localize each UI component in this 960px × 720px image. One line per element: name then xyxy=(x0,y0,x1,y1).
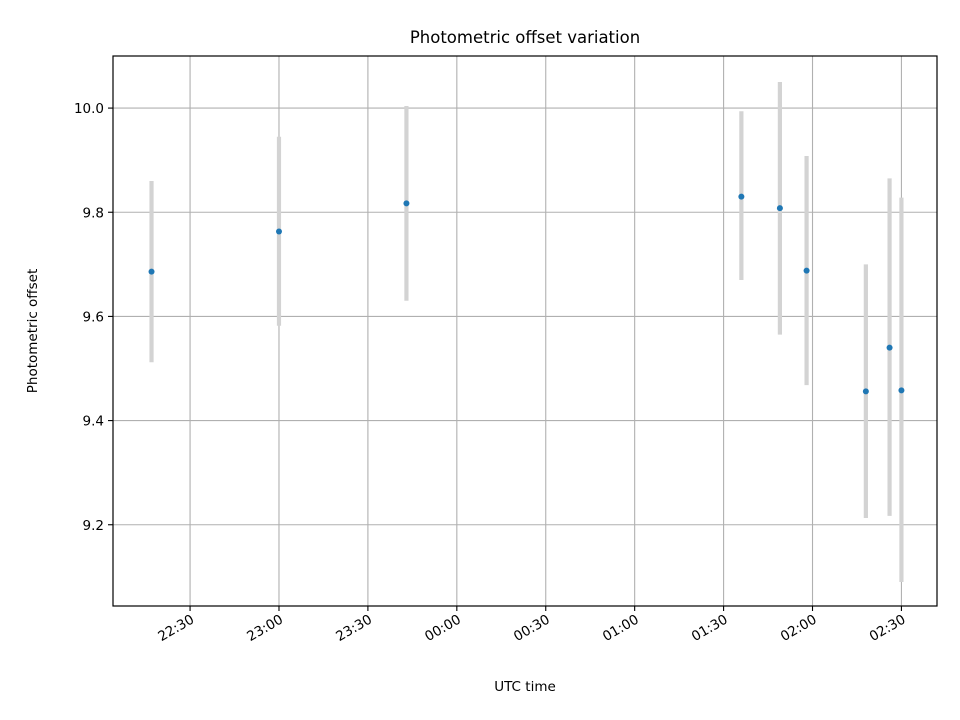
plot-frame xyxy=(112,55,938,607)
y-tick-label: 9.4 xyxy=(83,414,104,430)
x-tick-label: 00:30 xyxy=(511,612,553,645)
data-point xyxy=(738,193,745,200)
x-tick-label: 01:00 xyxy=(600,612,642,645)
data-point xyxy=(862,388,869,395)
y-axis: 9.2 9.4 9.6 9.8 10.0 xyxy=(74,101,113,534)
chart-title: Photometric offset variation xyxy=(410,28,640,47)
data-point xyxy=(803,267,810,274)
grid xyxy=(113,56,937,606)
data-point xyxy=(403,200,410,207)
y-axis-label: Photometric offset xyxy=(25,269,41,393)
x-tick-label: 02:00 xyxy=(778,612,820,645)
y-tick-label: 10.0 xyxy=(74,101,104,117)
y-tick-label: 9.6 xyxy=(83,309,104,325)
data-points xyxy=(148,193,905,395)
x-tick-label: 02:30 xyxy=(867,612,909,645)
x-tick-label: 23:30 xyxy=(333,612,375,645)
data-point xyxy=(148,268,155,275)
x-axis-label: UTC time xyxy=(494,679,556,695)
data-point xyxy=(275,228,282,235)
x-tick-label: 00:00 xyxy=(422,612,464,645)
x-tick-label: 23:00 xyxy=(244,612,286,645)
error-bars xyxy=(149,82,904,583)
data-point xyxy=(898,387,905,394)
data-point xyxy=(886,344,893,351)
data-point xyxy=(776,205,783,212)
y-tick-label: 9.8 xyxy=(83,205,104,221)
x-axis: 22:30 23:00 23:30 00:00 00:30 01:00 01:30 02:00… xyxy=(155,606,908,645)
x-tick-label: 22:30 xyxy=(155,612,197,645)
x-tick-label: 01:30 xyxy=(689,612,731,645)
y-tick-label: 9.2 xyxy=(83,518,104,534)
